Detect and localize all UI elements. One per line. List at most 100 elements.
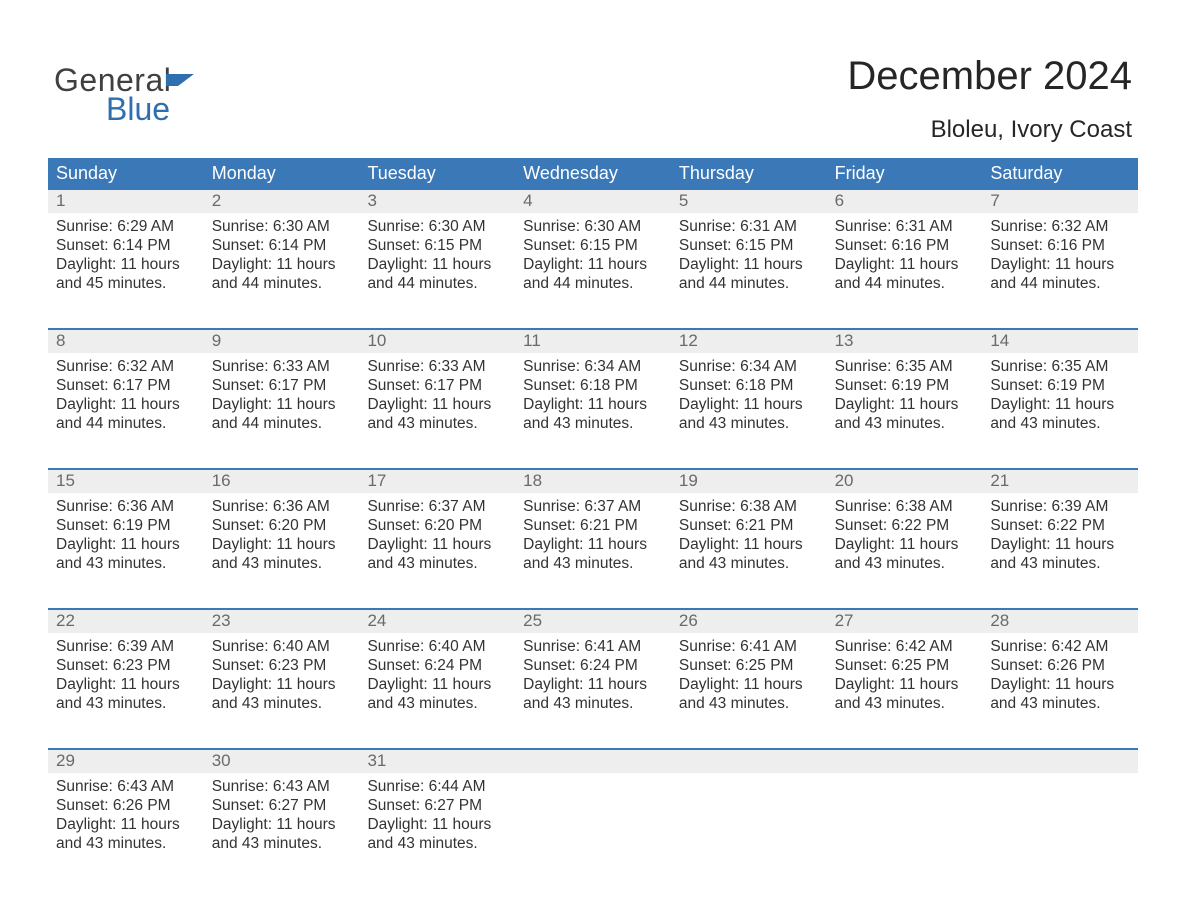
daylight-line: Daylight: 11 hours and 43 minutes. — [523, 395, 663, 433]
sunrise-label: Sunrise: — [990, 358, 1047, 375]
sunrise-label: Sunrise: — [212, 638, 269, 655]
calendar-day: 15Sunrise: 6:36 AMSunset: 6:19 PMDayligh… — [48, 470, 204, 590]
day-body: Sunrise: 6:38 AMSunset: 6:22 PMDaylight:… — [827, 493, 983, 577]
sunset-line: Sunset: 6:16 PM — [990, 236, 1130, 255]
sunrise-value: 6:31 AM — [896, 218, 953, 235]
calendar-week: 15Sunrise: 6:36 AMSunset: 6:19 PMDayligh… — [48, 468, 1138, 590]
weekday-header: Saturday — [982, 158, 1138, 190]
sunset-value: 6:22 PM — [1047, 517, 1105, 534]
sunrise-label: Sunrise: — [523, 358, 580, 375]
daylight-line: Daylight: 11 hours and 43 minutes. — [679, 675, 819, 713]
sunset-value: 6:24 PM — [424, 657, 482, 674]
day-number: 5 — [671, 190, 827, 213]
sunset-value: 6:23 PM — [113, 657, 171, 674]
sunset-value: 6:15 PM — [736, 237, 794, 254]
sunrise-line: Sunrise: 6:34 AM — [523, 357, 663, 376]
day-number: 11 — [515, 330, 671, 353]
sunrise-line: Sunrise: 6:30 AM — [523, 217, 663, 236]
sunset-label: Sunset: — [679, 517, 732, 534]
sunrise-line: Sunrise: 6:43 AM — [212, 777, 352, 796]
sunset-value: 6:27 PM — [269, 797, 327, 814]
sunrise-value: 6:30 AM — [429, 218, 486, 235]
sunset-value: 6:14 PM — [113, 237, 171, 254]
day-body: Sunrise: 6:41 AMSunset: 6:24 PMDaylight:… — [515, 633, 671, 717]
day-number: 1 — [48, 190, 204, 213]
sunset-line: Sunset: 6:18 PM — [523, 376, 663, 395]
day-number-empty — [515, 750, 671, 773]
daylight-label: Daylight: — [56, 536, 116, 553]
sunrise-line: Sunrise: 6:31 AM — [679, 217, 819, 236]
sunrise-line: Sunrise: 6:41 AM — [523, 637, 663, 656]
sunset-value: 6:27 PM — [424, 797, 482, 814]
sunset-line: Sunset: 6:24 PM — [523, 656, 663, 675]
sunrise-value: 6:34 AM — [740, 358, 797, 375]
day-number: 13 — [827, 330, 983, 353]
sunset-label: Sunset: — [367, 237, 420, 254]
day-number: 9 — [204, 330, 360, 353]
sunset-line: Sunset: 6:18 PM — [679, 376, 819, 395]
daylight-label: Daylight: — [835, 256, 895, 273]
sunrise-line: Sunrise: 6:38 AM — [679, 497, 819, 516]
sunrise-label: Sunrise: — [56, 498, 113, 515]
sunrise-value: 6:36 AM — [117, 498, 174, 515]
sunset-label: Sunset: — [835, 377, 888, 394]
sunset-value: 6:25 PM — [736, 657, 794, 674]
daylight-label: Daylight: — [212, 676, 272, 693]
calendar-day: 18Sunrise: 6:37 AMSunset: 6:21 PMDayligh… — [515, 470, 671, 590]
sunrise-line: Sunrise: 6:42 AM — [990, 637, 1130, 656]
daylight-line: Daylight: 11 hours and 44 minutes. — [212, 255, 352, 293]
daylight-label: Daylight: — [523, 256, 583, 273]
sunset-value: 6:20 PM — [269, 517, 327, 534]
sunrise-label: Sunrise: — [212, 498, 269, 515]
day-number: 7 — [982, 190, 1138, 213]
week-gap — [48, 310, 1138, 328]
daylight-line: Daylight: 11 hours and 43 minutes. — [679, 395, 819, 433]
sunset-line: Sunset: 6:20 PM — [367, 516, 507, 535]
daylight-label: Daylight: — [367, 676, 427, 693]
sunset-label: Sunset: — [56, 517, 109, 534]
sunrise-label: Sunrise: — [56, 778, 113, 795]
sunset-label: Sunset: — [523, 517, 576, 534]
day-body: Sunrise: 6:39 AMSunset: 6:22 PMDaylight:… — [982, 493, 1138, 577]
sunrise-value: 6:41 AM — [584, 638, 641, 655]
daylight-label: Daylight: — [367, 256, 427, 273]
sunrise-line: Sunrise: 6:30 AM — [367, 217, 507, 236]
daylight-label: Daylight: — [835, 396, 895, 413]
daylight-line: Daylight: 11 hours and 43 minutes. — [523, 675, 663, 713]
sunset-value: 6:17 PM — [269, 377, 327, 394]
daylight-label: Daylight: — [56, 676, 116, 693]
daylight-label: Daylight: — [990, 396, 1050, 413]
daylight-label: Daylight: — [523, 396, 583, 413]
sunset-line: Sunset: 6:20 PM — [212, 516, 352, 535]
sunset-value: 6:19 PM — [113, 517, 171, 534]
calendar-day: 24Sunrise: 6:40 AMSunset: 6:24 PMDayligh… — [359, 610, 515, 730]
sunrise-line: Sunrise: 6:43 AM — [56, 777, 196, 796]
sunrise-line: Sunrise: 6:33 AM — [212, 357, 352, 376]
weekday-header: Wednesday — [515, 158, 671, 190]
sunrise-label: Sunrise: — [679, 358, 736, 375]
sunrise-label: Sunrise: — [679, 498, 736, 515]
sunset-line: Sunset: 6:22 PM — [835, 516, 975, 535]
sunset-value: 6:23 PM — [269, 657, 327, 674]
sunrise-value: 6:30 AM — [273, 218, 330, 235]
sunrise-line: Sunrise: 6:31 AM — [835, 217, 975, 236]
sunset-label: Sunset: — [212, 657, 265, 674]
flag-icon — [166, 68, 200, 90]
day-number: 20 — [827, 470, 983, 493]
sunset-line: Sunset: 6:15 PM — [679, 236, 819, 255]
calendar-day: 10Sunrise: 6:33 AMSunset: 6:17 PMDayligh… — [359, 330, 515, 450]
sunrise-value: 6:33 AM — [429, 358, 486, 375]
daylight-label: Daylight: — [523, 676, 583, 693]
day-body: Sunrise: 6:36 AM Sunset: 6:19 PM Daylight:… — [48, 493, 204, 577]
daylight-line: Daylight: 11 hours and 44 minutes. — [835, 255, 975, 293]
sunset-value: 6:19 PM — [1047, 377, 1105, 394]
week-gap — [48, 450, 1138, 468]
sunset-line: Sunset: 6:17 PM — [212, 376, 352, 395]
sunrise-label: Sunrise: — [212, 778, 269, 795]
day-body: Sunrise: 6:43 AMSunset: 6:26 PMDaylight:… — [48, 773, 204, 857]
day-number: 29 — [48, 750, 204, 773]
sunrise-line: Sunrise: 6:35 AM — [990, 357, 1130, 376]
sunrise-label: Sunrise: — [56, 358, 113, 375]
calendar-page: General Blue December 2024 Bloleu, Ivory… — [0, 0, 1188, 918]
day-body: Sunrise: 6:34 AMSunset: 6:18 PMDaylight:… — [671, 353, 827, 437]
